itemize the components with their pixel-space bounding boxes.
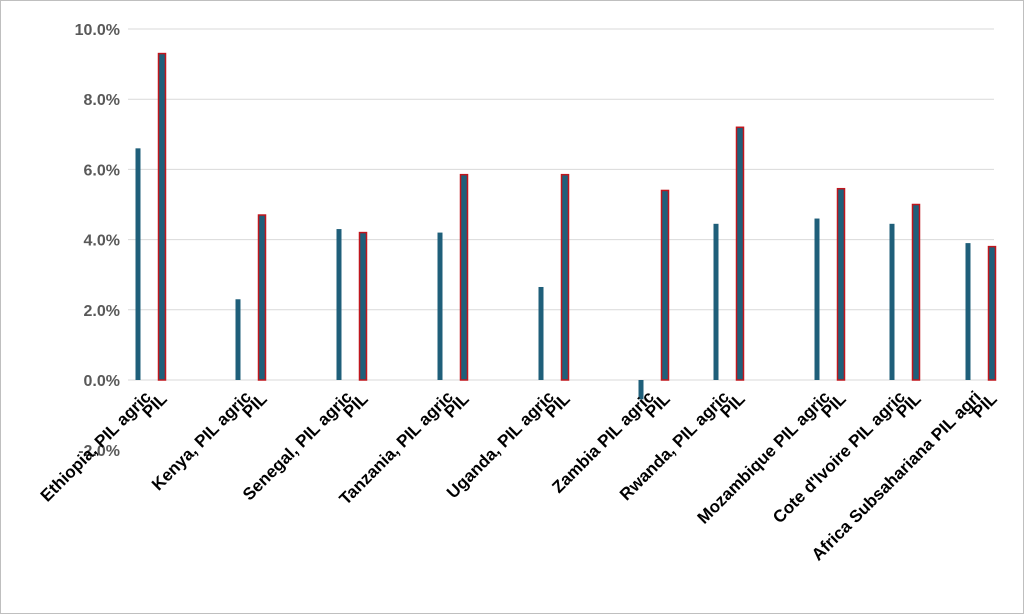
bar-pil-agric — [235, 299, 241, 380]
bar-pil — [911, 203, 921, 381]
bar-pil-agric — [889, 223, 895, 380]
x-tick-label: Ethiopia, PIL agric — [37, 387, 155, 505]
bar-pil — [157, 52, 167, 381]
y-tick-label: 0.0% — [84, 373, 120, 390]
bar-pil — [660, 189, 670, 381]
bar-pil-agric — [965, 243, 971, 380]
y-tick-label: 2.0% — [84, 303, 120, 320]
y-tick-label: 6.0% — [84, 162, 120, 179]
bars — [135, 52, 997, 400]
y-tick-label: 4.0% — [84, 233, 120, 250]
bar-pil-agric — [437, 232, 443, 380]
bar-pil — [560, 173, 570, 381]
bar-pil — [735, 126, 745, 381]
bar-pil — [836, 187, 846, 381]
y-tick-label: 8.0% — [84, 92, 120, 109]
y-tick-label: -2.0% — [78, 443, 120, 460]
bar-pil-agric — [538, 286, 544, 380]
bar-pil-agric — [638, 380, 644, 400]
bar-pil — [987, 245, 997, 381]
bar-pil-agric — [135, 148, 141, 380]
bar-pil-agric — [814, 218, 820, 380]
bar-pil — [358, 231, 368, 381]
y-tick-label: 10.0% — [75, 22, 120, 39]
y-axis-ticks: -2.0% 0.0% 2.0% 4.0% 6.0% 8.0% 10.0% — [75, 22, 120, 460]
bar-pil-agric — [713, 223, 719, 380]
bar-pil — [459, 173, 469, 381]
bar-pil — [257, 214, 267, 381]
bar-pil-agric — [336, 229, 342, 380]
